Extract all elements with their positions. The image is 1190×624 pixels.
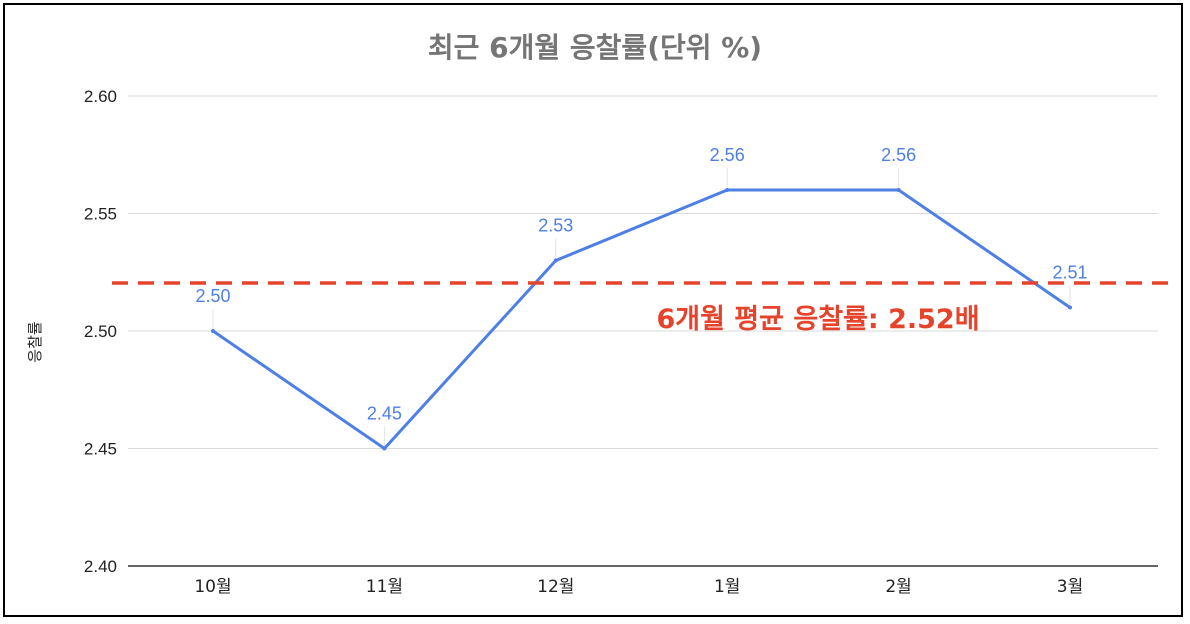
data-label: 2.51	[1052, 263, 1087, 283]
x-tick-label: 11월	[366, 577, 403, 597]
y-tick-label: 2.60	[84, 87, 117, 106]
grid-lines	[128, 95, 1158, 567]
average-label: 6개월 평균 응찰률: 2.52배	[656, 304, 979, 335]
x-axis-ticks: 10월 11월 12월 1월 2월 3월	[194, 577, 1083, 597]
data-label: 2.56	[881, 145, 916, 165]
chart-frame	[3, 3, 1183, 617]
data-labels: 2.50 2.45 2.53 2.56 2.56 2.51	[195, 145, 1088, 451]
y-tick-label: 2.50	[84, 322, 117, 341]
data-point	[1068, 305, 1072, 310]
series-line	[212, 188, 1071, 450]
data-label: 2.56	[710, 145, 745, 165]
data-label: 2.45	[367, 404, 402, 424]
data-label: 2.53	[538, 216, 573, 236]
data-point	[896, 188, 901, 192]
x-tick-label: 12월	[537, 577, 574, 597]
y-tick-label: 2.55	[84, 205, 117, 224]
chart-title: 최근 6개월 응찰률(단위 %)	[427, 31, 763, 64]
data-point	[553, 258, 558, 263]
data-label: 2.50	[195, 286, 230, 306]
x-tick-label: 3월	[1057, 577, 1083, 597]
data-point	[725, 188, 730, 192]
y-axis-ticks: 2.40 2.45 2.50 2.55 2.60	[84, 87, 117, 576]
x-tick-label: 1월	[714, 577, 740, 597]
data-point	[382, 446, 387, 451]
y-tick-label: 2.40	[84, 557, 117, 576]
x-tick-label: 2월	[885, 577, 911, 597]
y-axis-label: 응찰률	[26, 321, 44, 363]
data-point	[211, 329, 215, 333]
y-tick-label: 2.45	[84, 440, 117, 459]
x-tick-label: 10월	[194, 577, 231, 597]
data-label-leaders	[212, 168, 1071, 447]
